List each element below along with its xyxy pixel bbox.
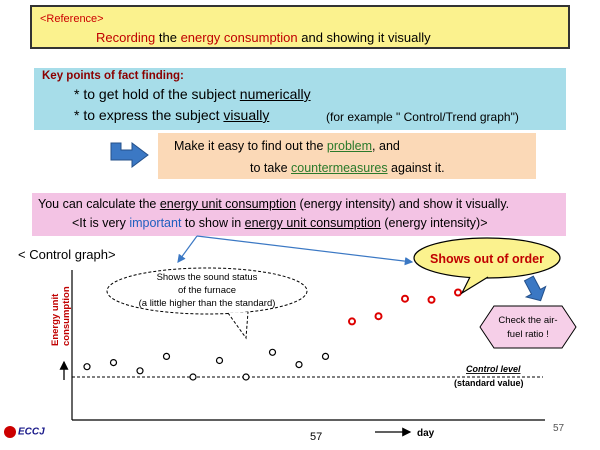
check-ratio-box <box>479 305 577 349</box>
bullet-example: (for example " Control/Trend graph") <box>326 110 519 124</box>
pointer-to-sound-callout <box>177 235 198 263</box>
important-keyword: important <box>129 216 182 230</box>
problem-line-2: to take countermeasures against it. <box>250 161 445 175</box>
abnormal-point-3 <box>401 294 409 303</box>
control-level-label: Control level <box>466 364 521 374</box>
calc-l2-text: <It is very <box>72 216 130 230</box>
problem-l1-end: , and <box>372 139 400 153</box>
sound-status-line-1: Shows the sound status <box>157 272 258 283</box>
sound-status-callout <box>106 267 308 315</box>
page-number-corner: 57 <box>553 423 565 434</box>
problem-l2-end: against it. <box>387 161 445 175</box>
problem-keyword: problem <box>326 139 373 153</box>
page-number: 57 <box>310 431 323 443</box>
standard-value-label: (standard value) <box>454 378 524 388</box>
bullet-1-keyword: numerically <box>239 86 311 102</box>
title-energy-consumption: energy consumption <box>180 30 298 45</box>
problem-l2-text: to take <box>250 161 291 175</box>
normal-point-1 <box>83 363 91 371</box>
abnormal-point-5 <box>454 288 462 297</box>
problem-l1-text: Make it easy to find out the <box>174 139 327 153</box>
calc-l2-end: (energy intensity)> <box>380 216 488 230</box>
countermeasures-keyword: countermeasures <box>291 161 388 175</box>
down-arrow-icon <box>523 275 547 302</box>
bullet-1-text: * to get hold of the subject <box>74 86 240 102</box>
data-points <box>83 288 462 381</box>
out-of-order-callout-tail <box>460 276 489 295</box>
key-points-title: Key points of fact finding: <box>42 70 184 82</box>
normal-point-8 <box>268 348 277 356</box>
calc-l1-keyword: energy unit consumption <box>159 197 297 211</box>
problem-line-1: Make it easy to find out the problem, an… <box>174 139 400 153</box>
abnormal-point-4 <box>427 295 436 304</box>
title-the: the <box>155 30 181 45</box>
bullet-2-keyword: visually <box>223 107 270 123</box>
problem-box: Make it easy to find out the problem, an… <box>158 133 536 179</box>
out-of-order-text: Shows out of order <box>430 252 544 266</box>
normal-point-4 <box>162 352 171 360</box>
sound-status-line-2: of the furnace <box>178 285 236 296</box>
normal-point-2 <box>109 359 118 367</box>
reference-box: <Reference> Recording the energy consump… <box>30 5 570 49</box>
calc-l1-text: You can calculate the <box>38 197 160 211</box>
bullet-2-text: * to express the subject <box>74 107 224 123</box>
check-ratio-line-1: Check the air- <box>498 315 557 326</box>
y-axis-label-line-1: Energy unit <box>50 293 61 346</box>
y-axis-label-line-2: consumption <box>61 286 72 346</box>
bullet-numerically: * to get hold of the subject numerically <box>74 86 311 102</box>
calc-l2-mid: to show in <box>181 216 245 230</box>
title-recording: Recording <box>96 30 156 45</box>
abnormal-point-2 <box>374 312 383 321</box>
title-rest: and showing it visually <box>297 30 431 45</box>
normal-point-6 <box>215 356 224 365</box>
x-axis-label: day <box>417 428 435 439</box>
reference-title: Recording the energy consumption and sho… <box>96 30 431 45</box>
pointer-to-out-of-order <box>196 235 414 266</box>
calculation-box: You can calculate the energy unit consum… <box>32 193 566 236</box>
calc-line-2: <It is very important to show in energy … <box>72 216 488 230</box>
normal-point-5 <box>189 373 197 381</box>
normal-point-7 <box>242 373 250 381</box>
calc-line-1: You can calculate the energy unit consum… <box>38 197 509 211</box>
normal-point-10 <box>321 352 330 360</box>
sound-status-line-3: (a little higher than the standard) <box>139 298 276 309</box>
chart-title: < Control graph> <box>18 247 116 262</box>
eccj-logo: ECCJ <box>4 426 45 438</box>
calc-l2-keyword: energy unit consumption <box>244 216 381 230</box>
check-ratio-line-2: fuel ratio ! <box>507 329 549 340</box>
reference-tag: <Reference> <box>40 13 104 25</box>
blue-arrow-icon <box>110 142 149 168</box>
key-points-box: Key points of fact finding: * to get hol… <box>34 68 566 130</box>
normal-point-9 <box>295 361 303 369</box>
logo-mark-icon <box>4 426 16 438</box>
sound-status-callout-tail <box>227 311 249 340</box>
logo-text: ECCJ <box>18 426 45 438</box>
abnormal-point-1 <box>348 317 356 326</box>
bullet-visually: * to express the subject visually <box>74 107 269 123</box>
calc-l1-end: (energy intensity) and show it visually. <box>296 197 510 211</box>
normal-point-3 <box>136 367 144 375</box>
